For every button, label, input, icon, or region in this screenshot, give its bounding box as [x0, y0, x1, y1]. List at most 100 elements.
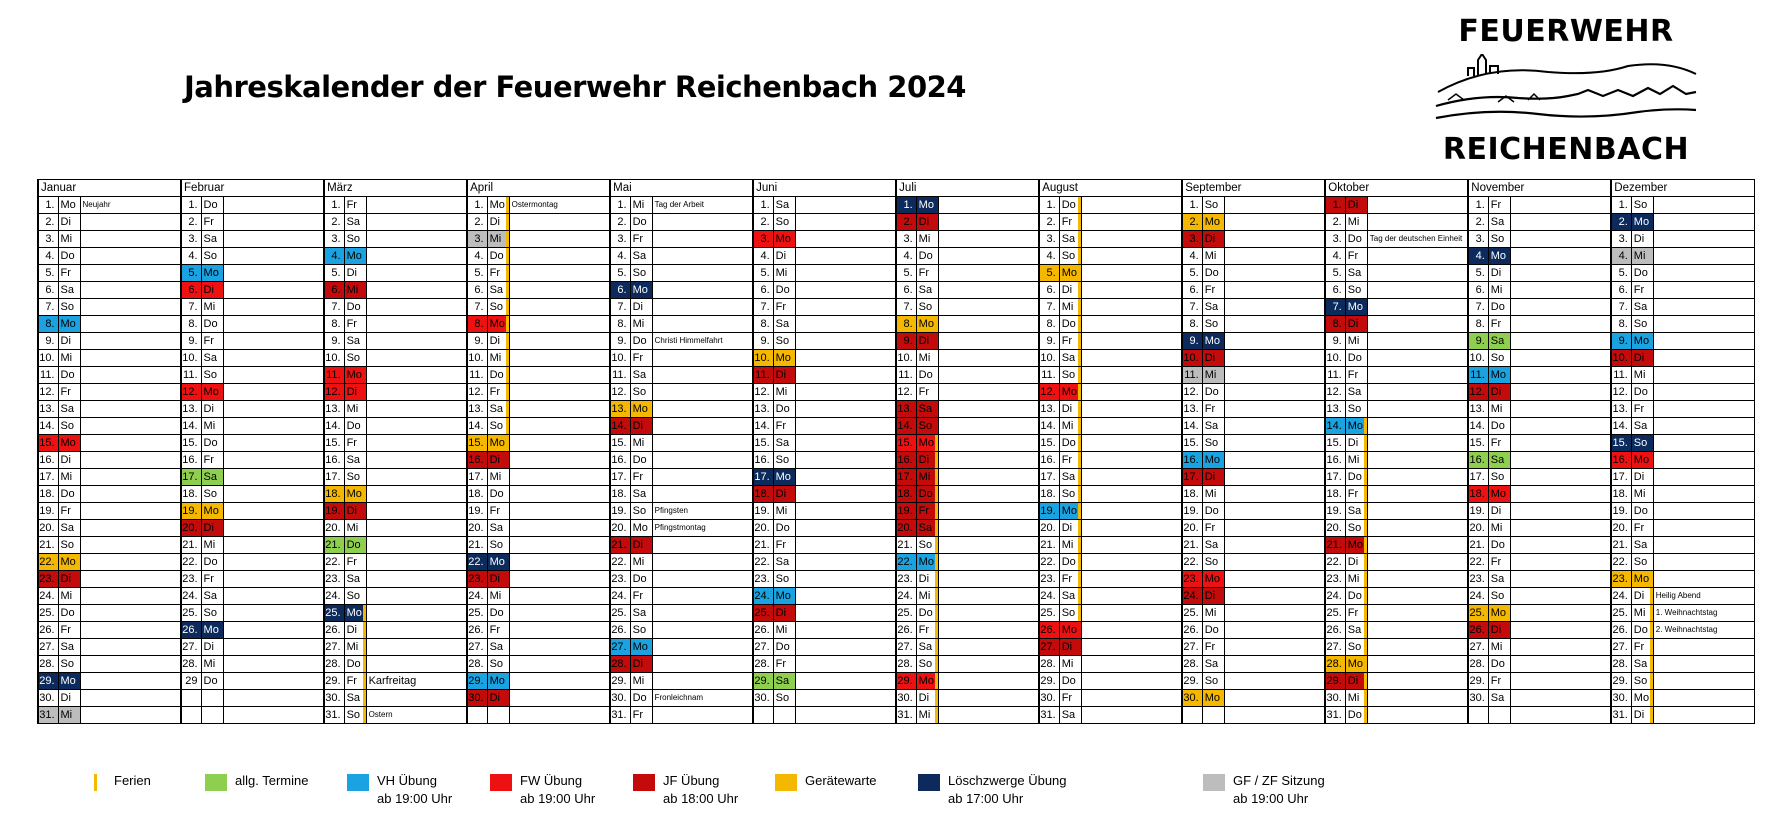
day-number: 20. [752, 519, 774, 537]
day-weekday: Do [343, 655, 367, 673]
day-weekday: Di [200, 281, 224, 299]
day-number: 7. [1610, 298, 1632, 316]
day-number: 1. [609, 196, 631, 214]
day-weekday: Do [1344, 349, 1368, 367]
legend-swatch [205, 774, 227, 791]
day-weekday: Fr [1487, 434, 1511, 452]
day-note [651, 587, 754, 605]
legend-swatch [347, 774, 369, 791]
day-number: 9. [752, 332, 774, 350]
day-weekday: Sa [200, 468, 224, 486]
day-number: 8. [323, 315, 345, 333]
day-note [222, 366, 325, 384]
day-weekday: Mi [486, 468, 510, 486]
day-number: 25. [1324, 604, 1346, 622]
day-weekday: Sa [1630, 655, 1654, 673]
day-note [1652, 196, 1755, 214]
day-weekday: Mo [629, 281, 653, 299]
day-weekday: Do [1058, 553, 1082, 571]
day-number: 28. [895, 655, 917, 673]
day-number: 7. [323, 298, 345, 316]
day-number: 27. [895, 638, 917, 656]
day-note [222, 417, 325, 435]
day-number: 22. [1610, 553, 1632, 571]
day-weekday: Fr [57, 264, 81, 282]
day-number: 14. [1038, 417, 1060, 435]
day-note [937, 247, 1040, 265]
day-note [1509, 451, 1612, 469]
day-number: 29. [1610, 672, 1632, 690]
day-weekday: Fr [1630, 281, 1654, 299]
day-note [1652, 536, 1755, 554]
day-weekday: Sa [1630, 298, 1654, 316]
day-note [937, 638, 1040, 656]
day-note [937, 553, 1040, 571]
day-number: 5. [1610, 264, 1632, 282]
day-number: 5. [1467, 264, 1489, 282]
day-weekday: So [1344, 638, 1368, 656]
day-note [79, 213, 182, 231]
day-number: 23. [895, 570, 917, 588]
day-weekday: Mi [915, 587, 939, 605]
day-weekday: Sa [1344, 383, 1368, 401]
day-note [365, 366, 468, 384]
day-weekday: Sa [772, 553, 796, 571]
day-number: 17. [466, 468, 488, 486]
day-number: 19. [1610, 502, 1632, 520]
day-note [365, 519, 468, 537]
day-weekday: Mi [343, 638, 367, 656]
day-number: 6. [180, 281, 202, 299]
day-number: 16. [1610, 451, 1632, 469]
day-note [651, 417, 754, 435]
day-number: 24. [37, 587, 59, 605]
day-weekday: So [1058, 485, 1082, 503]
day-note [1366, 264, 1469, 282]
day-note [937, 621, 1040, 639]
day-note [937, 570, 1040, 588]
day-weekday: Do [343, 298, 367, 316]
day-weekday: Mi [1630, 604, 1654, 622]
day-note [222, 485, 325, 503]
day-weekday: Mi [1630, 366, 1654, 384]
day-weekday: Sa [57, 519, 81, 537]
day-number: 1. [752, 196, 774, 214]
day-note [222, 349, 325, 367]
day-weekday: Mi [57, 587, 81, 605]
day-number: 8. [1324, 315, 1346, 333]
day-weekday: Sa [1487, 451, 1511, 469]
day-weekday: Fr [1344, 485, 1368, 503]
day-number: 28. [466, 655, 488, 673]
day-number: 30. [1038, 689, 1060, 707]
village-skyline-icon [1435, 54, 1697, 120]
day-note [1509, 604, 1612, 622]
day-number: 30. [752, 689, 774, 707]
day-number: 15. [180, 434, 202, 452]
day-note [1366, 519, 1469, 537]
day-note [1509, 247, 1612, 265]
day-note [651, 230, 754, 248]
day-note [794, 298, 897, 316]
day-number: 16. [1181, 451, 1203, 469]
day-weekday: So [1058, 247, 1082, 265]
day-note [508, 621, 611, 639]
day-weekday: Mi [1344, 332, 1368, 350]
day-number: 22. [466, 553, 488, 571]
day-note [79, 451, 182, 469]
day-note [1080, 281, 1183, 299]
day-number: 3. [895, 230, 917, 248]
day-note [365, 485, 468, 503]
day-number: 16. [1324, 451, 1346, 469]
day-weekday: Do [1487, 536, 1511, 554]
day-note [1080, 247, 1183, 265]
day-weekday: Mi [486, 230, 510, 248]
day-weekday: So [343, 468, 367, 486]
day-note [1080, 230, 1183, 248]
day-number: 19. [609, 502, 631, 520]
day-weekday: Di [1630, 587, 1654, 605]
day-weekday: Fr [629, 468, 653, 486]
day-number: 24. [1038, 587, 1060, 605]
day-number: 11. [895, 366, 917, 384]
day-weekday: Mo [1344, 298, 1368, 316]
day-weekday: Di [57, 451, 81, 469]
day-number: 26. [1181, 621, 1203, 639]
